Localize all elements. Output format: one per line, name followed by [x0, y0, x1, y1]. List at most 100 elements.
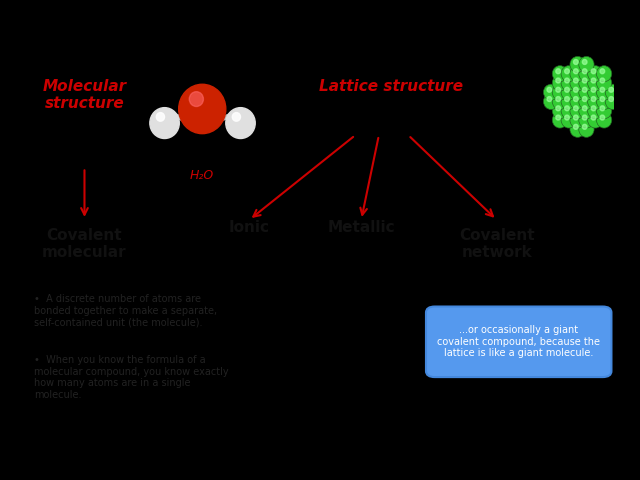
Text: •  When you know the formula of a
molecular compound, you know exactly
how many : • When you know the formula of a molecul… — [35, 355, 229, 400]
Ellipse shape — [579, 121, 594, 137]
Ellipse shape — [596, 112, 612, 128]
Text: Lattice structure: Lattice structure — [319, 79, 463, 94]
Ellipse shape — [600, 96, 605, 101]
Ellipse shape — [596, 75, 612, 91]
Ellipse shape — [579, 112, 594, 128]
Ellipse shape — [556, 87, 561, 92]
Ellipse shape — [573, 124, 578, 129]
Ellipse shape — [570, 66, 585, 82]
Ellipse shape — [552, 112, 568, 128]
Ellipse shape — [552, 66, 568, 82]
Ellipse shape — [564, 78, 570, 83]
Ellipse shape — [556, 115, 561, 120]
Text: H₂O: H₂O — [190, 169, 214, 182]
Ellipse shape — [582, 124, 587, 129]
Ellipse shape — [570, 84, 585, 100]
Ellipse shape — [609, 96, 614, 101]
Ellipse shape — [582, 115, 587, 120]
Ellipse shape — [561, 103, 577, 119]
Ellipse shape — [588, 84, 603, 100]
Ellipse shape — [582, 96, 587, 101]
Ellipse shape — [591, 115, 596, 120]
Ellipse shape — [582, 78, 587, 83]
Ellipse shape — [150, 108, 179, 139]
Ellipse shape — [579, 103, 594, 119]
Ellipse shape — [564, 87, 570, 92]
Ellipse shape — [561, 94, 577, 109]
Ellipse shape — [570, 103, 585, 119]
Ellipse shape — [579, 84, 594, 100]
Ellipse shape — [596, 66, 612, 82]
Ellipse shape — [179, 84, 226, 133]
Ellipse shape — [596, 103, 612, 119]
Ellipse shape — [556, 96, 561, 101]
Ellipse shape — [552, 94, 568, 109]
Ellipse shape — [579, 75, 594, 91]
Ellipse shape — [591, 69, 596, 74]
Ellipse shape — [573, 115, 578, 120]
Ellipse shape — [591, 78, 596, 83]
Ellipse shape — [547, 87, 552, 92]
Ellipse shape — [573, 106, 578, 111]
Ellipse shape — [579, 57, 594, 72]
Ellipse shape — [556, 69, 561, 74]
Ellipse shape — [591, 106, 596, 111]
Ellipse shape — [564, 96, 570, 101]
Ellipse shape — [156, 113, 164, 121]
Text: Metallic: Metallic — [328, 220, 395, 235]
Text: Ionic: Ionic — [229, 220, 270, 235]
Ellipse shape — [570, 121, 585, 137]
Ellipse shape — [561, 84, 577, 100]
Ellipse shape — [588, 66, 603, 82]
Ellipse shape — [552, 84, 568, 100]
Ellipse shape — [573, 69, 578, 74]
Text: Covalent
molecular: Covalent molecular — [42, 228, 127, 260]
Ellipse shape — [600, 69, 605, 74]
Ellipse shape — [570, 75, 585, 91]
Text: ...or occasionally a giant
covalent compound, because the
lattice is like a gian: ...or occasionally a giant covalent comp… — [437, 325, 600, 359]
Text: Covalent
network: Covalent network — [459, 228, 534, 260]
Ellipse shape — [609, 87, 614, 92]
Ellipse shape — [552, 103, 568, 119]
Ellipse shape — [600, 87, 605, 92]
Ellipse shape — [543, 94, 559, 109]
Ellipse shape — [232, 113, 241, 121]
Ellipse shape — [189, 92, 204, 107]
Ellipse shape — [564, 69, 570, 74]
Ellipse shape — [564, 115, 570, 120]
Ellipse shape — [588, 94, 603, 109]
Ellipse shape — [573, 87, 578, 92]
Ellipse shape — [605, 84, 621, 100]
Ellipse shape — [226, 108, 255, 139]
Ellipse shape — [573, 60, 578, 64]
Ellipse shape — [582, 69, 587, 74]
Ellipse shape — [556, 106, 561, 111]
Ellipse shape — [561, 112, 577, 128]
Ellipse shape — [582, 87, 587, 92]
Ellipse shape — [596, 84, 612, 100]
Ellipse shape — [588, 75, 603, 91]
Ellipse shape — [596, 94, 612, 109]
Ellipse shape — [588, 112, 603, 128]
Ellipse shape — [600, 115, 605, 120]
Ellipse shape — [570, 57, 585, 72]
Text: •  A discrete number of atoms are
bonded together to make a separate,
self-conta: • A discrete number of atoms are bonded … — [35, 294, 218, 328]
Ellipse shape — [556, 78, 561, 83]
Ellipse shape — [579, 66, 594, 82]
Ellipse shape — [552, 75, 568, 91]
Ellipse shape — [591, 96, 596, 101]
Ellipse shape — [582, 106, 587, 111]
Ellipse shape — [600, 106, 605, 111]
Ellipse shape — [588, 103, 603, 119]
Ellipse shape — [582, 60, 587, 64]
Text: Molecular
structure: Molecular structure — [42, 79, 127, 111]
Ellipse shape — [564, 106, 570, 111]
Ellipse shape — [561, 66, 577, 82]
Ellipse shape — [579, 94, 594, 109]
Ellipse shape — [591, 87, 596, 92]
Ellipse shape — [605, 94, 621, 109]
Ellipse shape — [547, 96, 552, 101]
Ellipse shape — [573, 78, 578, 83]
Ellipse shape — [561, 75, 577, 91]
Ellipse shape — [573, 96, 578, 101]
